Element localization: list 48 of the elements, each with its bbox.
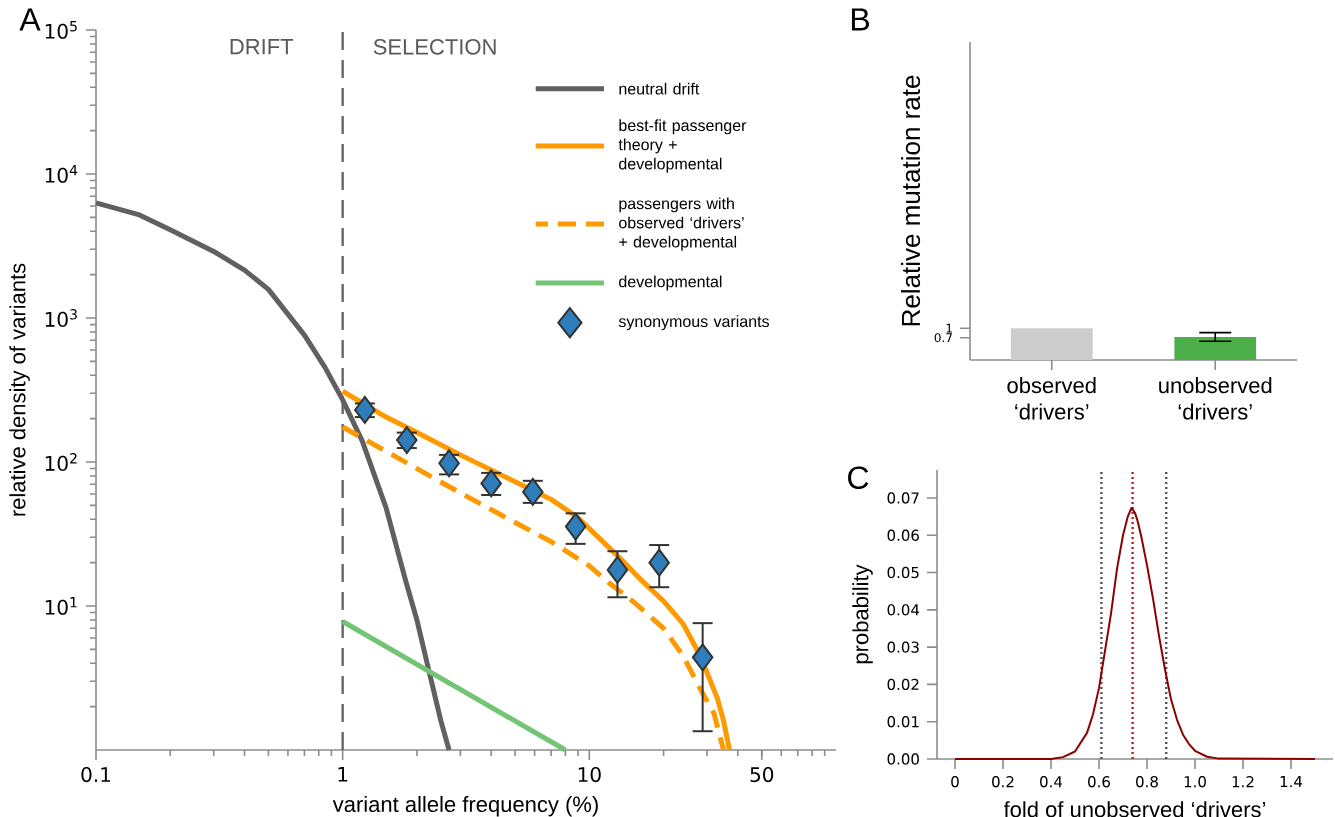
y-tick-label: 0.03 xyxy=(887,641,919,653)
annotation: SELECTION xyxy=(373,39,496,55)
y-tick-label: 10$^{3}$ xyxy=(45,309,77,327)
x-tick-label: 0 xyxy=(951,776,959,788)
legend-label: best-fit passenger theory + developmental xyxy=(618,119,747,173)
y-tick-label: 0.7 xyxy=(934,333,952,343)
x-tick-label: 50 xyxy=(750,767,774,783)
y-tick-label: 0.04 xyxy=(887,604,920,616)
y-tick-label: 10$^{5}$ xyxy=(45,21,77,39)
x-tick-label: 0.4 xyxy=(1040,776,1063,788)
y-axis-title: Relative mutation rate xyxy=(901,75,921,326)
y-tick-label: 10$^{1}$ xyxy=(45,597,77,615)
y-tick-label: 0.02 xyxy=(887,678,919,691)
x-tick-label: 1 xyxy=(338,767,348,782)
chart-title: B xyxy=(851,8,869,31)
x-tick-label: 1.4 xyxy=(1280,776,1303,787)
x-tick-label: 0.6 xyxy=(1088,776,1110,788)
x-tick-label: unobserved ‘drivers’ xyxy=(1159,377,1272,420)
y-tick-label: 0.00 xyxy=(887,753,919,765)
point xyxy=(691,643,714,672)
point xyxy=(354,395,376,424)
chart-title: C xyxy=(848,466,869,490)
legend-label: developmental xyxy=(619,275,722,291)
x-tick-label: observed ‘drivers’ xyxy=(1007,377,1096,420)
x-tick-label: 0.8 xyxy=(1136,776,1158,788)
x-tick-label: 0.2 xyxy=(992,776,1014,788)
legend-label: neutral drift xyxy=(619,82,700,95)
y-tick-label: 0.07 xyxy=(887,492,919,504)
y-tick-label: 0.06 xyxy=(887,529,919,541)
legend-label: passengers with observed ‘drivers’ + developmental xyxy=(619,197,744,251)
point xyxy=(606,555,629,584)
x-tick-label: 10 xyxy=(578,767,601,783)
y-tick-label: 0.01 xyxy=(887,716,919,728)
y-tick-label: 10$^{2}$ xyxy=(45,453,77,471)
annotation: DRIFT xyxy=(230,39,294,55)
point xyxy=(648,548,670,577)
y-axis-title: relative density of variants xyxy=(9,263,30,516)
point xyxy=(396,426,418,455)
x-tick-label: 1.0 xyxy=(1184,776,1206,788)
x-axis-title: fold of unobserved ‘drivers’ xyxy=(1003,801,1266,817)
x-axis-title: variant allele frequency (%) xyxy=(332,795,598,817)
y-tick-label: 0.05 xyxy=(887,566,919,579)
y-tick-label: 10$^{4}$ xyxy=(45,165,78,183)
chart-title: A xyxy=(19,8,41,31)
y-axis-title: probability xyxy=(852,564,873,664)
legend-label: synonymous variants xyxy=(618,315,769,331)
x-tick-label: 0.1 xyxy=(81,767,111,783)
x-tick-label: 1.2 xyxy=(1232,776,1254,788)
